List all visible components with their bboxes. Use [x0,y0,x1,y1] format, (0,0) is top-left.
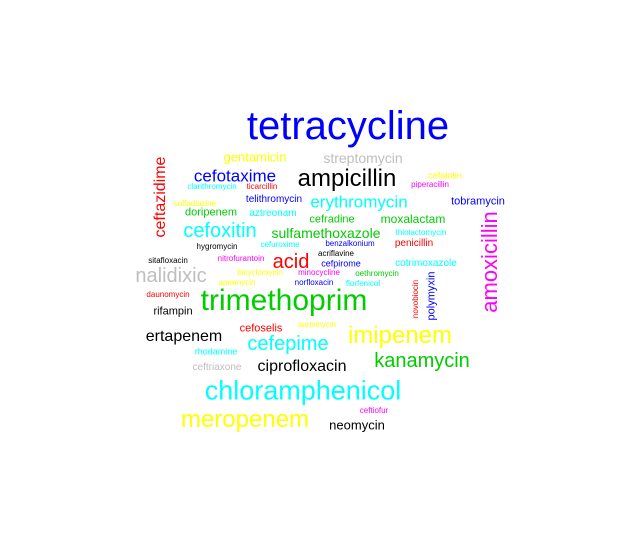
word-bicyclomycin: bicyclomycin [237,268,283,277]
word-acriflavine: acriflavine [317,249,355,258]
word-norfloxacin: norfloxacin [294,278,334,287]
word-penicillin: penicillin [394,238,434,249]
word-sitafloxacin: sitafloxacin [148,256,188,265]
word-ticarcillin: ticarcillin [246,182,278,191]
word-cefuroxime: cefuroxime [260,240,300,249]
word-rhodamine: rhodamine [194,346,238,357]
word-meropenem: meropenem [180,406,310,433]
word-cefotaxime: cefotaxime [193,166,277,186]
word-chloramphenicol: chloramphenicol [204,375,402,406]
word-ampicillin: ampicillin [297,165,397,192]
word-daunomycin: daunomycin [146,290,190,299]
word-gentamicin: gentamicin [223,149,287,165]
word-tetracycline: tetracycline [246,104,450,148]
word-clarithromycin: clarithromycin [187,182,237,191]
word-thiolactomycin: thiolactomycin [395,228,447,237]
word-amoxicillin: amoxicillin [477,211,502,313]
word-benzalkonium: benzalkonium [325,239,375,248]
word-novobiocin: novobiocin [411,279,420,319]
word-piperacillin: piperacillin [411,180,449,189]
word-cefepime: cefepime [247,333,329,355]
word-sulfamethoxazole: sulfamethoxazole [271,225,381,241]
word-hygromycin: hygromycin [196,242,238,251]
word-sulfadiazine: sulfadiazine [173,199,217,208]
word-streptomycin: streptomycin [323,150,403,166]
word-rifampin: rifampin [153,305,193,318]
word-kanamycin: kanamycin [374,350,470,372]
word-imipenem: imipenem [347,322,453,349]
word-apramycin: apramycin [218,278,256,287]
word-ciprofloxacin: ciprofloxacin [257,358,347,375]
word-cefoselis: cefoselis [239,322,283,335]
word-erythromycin: erythromycin [310,192,408,212]
word-doripenem: doripenem [185,206,237,219]
word-cefalotin: cefalotin [428,170,462,181]
word-tobramycin: tobramycin [451,195,505,208]
word-nitrofurantoin: nitrofurantoin [217,254,265,263]
word-acid: acid [272,251,310,273]
word-telithromycin: telithromycin [245,194,303,205]
word-aurismycin: aurismycin [297,320,337,329]
word-nalidixic: nalidixic [135,265,207,287]
word-neomycin: neomycin [329,417,385,433]
word-cefpirome: cefpirome [321,258,361,269]
word-aztreonam: aztreonam [249,208,297,219]
word-minocycline: minocycline [298,268,340,277]
word-trimethoprim: trimethoprim [200,284,368,317]
word-florfenicol: florfenicol [345,279,381,288]
word-cefradine: cefradine [309,213,355,226]
word-ceftriaxone: ceftriaxone [192,362,242,373]
word-cefoxitin: cefoxitin [183,220,257,242]
word-polymyxin: polymyxin [425,271,438,321]
word-ertapenem: ertapenem [145,328,223,345]
word-cotrimoxazole: cotrimoxazole [395,258,457,269]
word-oethromycin: oethromycin [355,269,399,278]
word-moxalactam: moxalactam [380,212,446,226]
word-ceftiofur: ceftiofur [359,406,389,415]
word-ceftazidime: ceftazidime [152,156,169,238]
